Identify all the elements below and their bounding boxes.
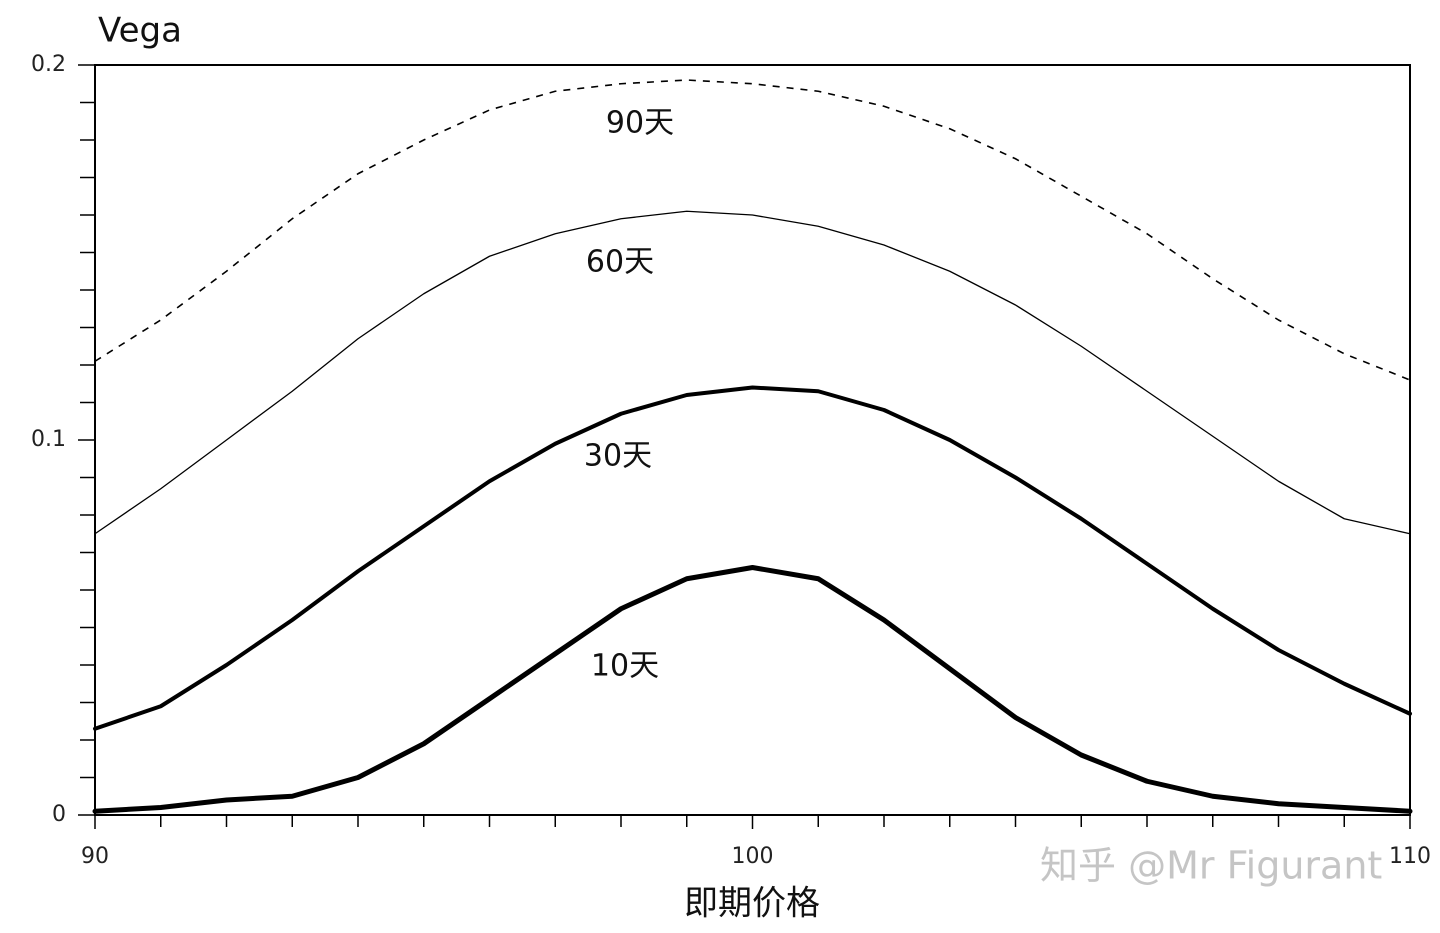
x-axis-label: 即期价格: [684, 884, 820, 924]
series-line: [92, 565, 1413, 814]
series-line: [94, 210, 1411, 535]
plot-frame: [94, 64, 1411, 816]
y-tick-label: 0.1: [31, 427, 66, 452]
chart-title: Vega: [98, 11, 182, 51]
watermark: 知乎 @Mr Figurant: [1040, 844, 1382, 888]
x-tick-label: 110: [1389, 844, 1431, 869]
series-line: [94, 79, 1411, 381]
series-line: [93, 385, 1412, 731]
x-tick-label: 90: [81, 844, 109, 869]
y-tick-label: 0: [52, 802, 66, 827]
series-label: 30天: [584, 439, 652, 474]
series-label: 90天: [606, 106, 674, 141]
x-tick-label: 100: [732, 844, 774, 869]
series-label: 60天: [586, 245, 654, 280]
series-label: 10天: [591, 649, 659, 684]
y-tick-label: 0.2: [31, 52, 66, 77]
